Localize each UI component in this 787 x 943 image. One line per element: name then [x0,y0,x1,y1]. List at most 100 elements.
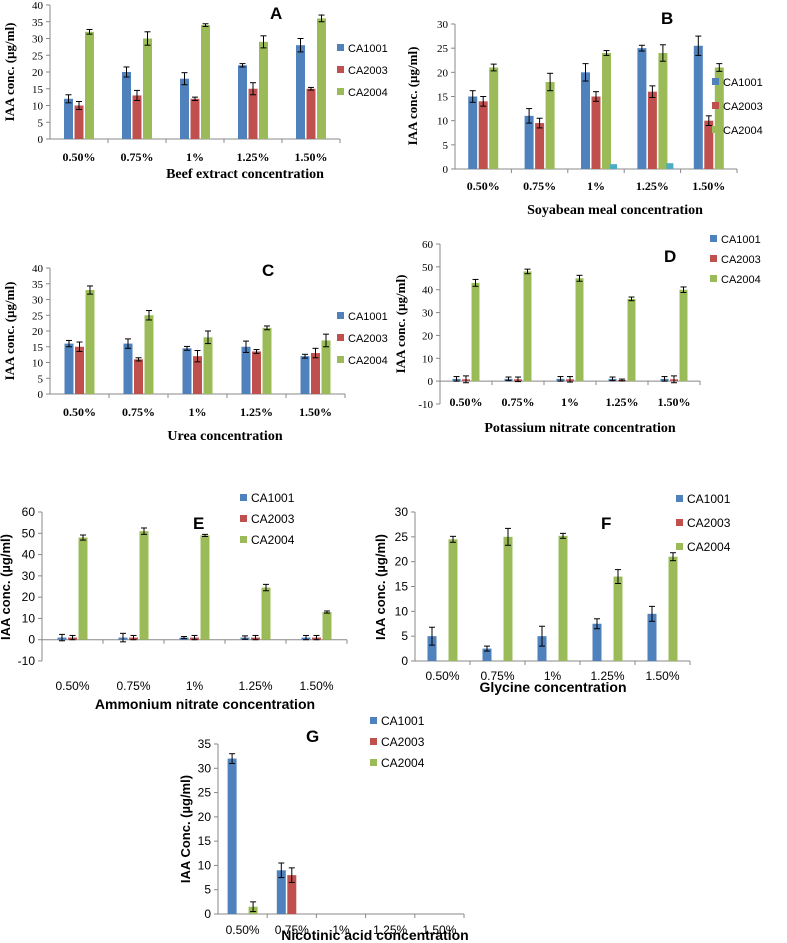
legend-label: CA2003 [687,516,731,530]
y-tick-label: 35 [32,17,44,29]
panel-title: B [661,9,673,28]
y-tick-label: 50 [422,262,434,274]
legend-label: CA2004 [381,756,425,770]
bar-ca2004 [201,25,210,140]
legend-swatch-ca1001 [370,717,377,724]
bar-ca2004 [545,82,555,169]
legend-label: CA1001 [348,43,388,55]
y-tick-label: 0 [28,633,35,647]
legend-swatch-ca2003 [370,738,377,745]
y-tick-label: 5 [443,140,449,152]
y-tick-label: -10 [18,654,36,668]
x-tick-label: 1.25% [590,669,624,683]
legend-swatch-ca1001 [710,235,717,242]
x-axis-title: Soyabean meal concentration [527,203,703,218]
y-tick-label: 20 [437,67,449,79]
bar-ca2003 [535,123,545,169]
y-tick-label: 15 [437,92,449,104]
bar-ca2003 [311,353,320,394]
bar-ca2003 [74,105,84,139]
legend-swatch-ca2004 [676,543,683,550]
x-tick-label: 1.50% [299,405,332,419]
x-axis-title: Glycine concentration [479,679,626,695]
x-tick-label: 1.25% [636,179,669,193]
y-tick-label: 0 [401,654,408,668]
chart-panel-f: 0 5 10 15 20 25 30 0.50% 0.75% 1% 1.25% 1.50% F Glyci… [373,492,731,695]
x-tick-label: 0.50% [226,923,260,937]
bar-ca2004 [200,535,210,640]
y-tick-label: 50 [22,526,36,540]
x-tick-label: 0.75% [116,679,150,693]
bar-ca1001 [123,343,133,394]
bar-ca2004 [85,31,94,139]
bar-ca2004 [203,337,213,394]
legend-swatch-ca2004 [712,126,719,133]
x-axis-title: Potassium nitrate concentration [484,421,676,436]
y-tick-label: 5 [38,373,44,385]
bar-ca1001 [238,65,247,139]
x-tick-label: 0.75% [122,405,155,419]
legend-label: CA2003 [723,101,763,113]
x-axis-title: Beef extract concentration [166,167,324,182]
x-tick-label: 0.50% [425,669,459,683]
bar-ca2003 [132,95,142,139]
bar-ca1001 [524,115,534,169]
bar-ca1001 [592,623,602,661]
bar-ca2003 [591,96,601,169]
bar-ca1001 [227,758,237,914]
bar-ca2003 [248,88,258,139]
legend-swatch-ca2004 [337,356,344,363]
panel-title: G [306,727,319,746]
y-tick-label: 20 [198,810,212,824]
bar-ca1001 [427,636,437,661]
y-tick-label: 0 [443,164,449,176]
x-tick-label: 1.25% [606,395,639,409]
x-axis-title: Nicotinic acid concentration [281,927,468,943]
chart-panel-c: 0 5 10 15 20 25 30 35 40 0.50% 0.75% 1% 1.25% 1.50% C U… [2,261,388,444]
x-tick-label: 0.75% [275,923,309,937]
legend-swatch-ca2003 [337,66,344,73]
y-tick-label: 25 [395,530,409,544]
y-tick-label: -10 [418,399,433,411]
bar-ca2004 [259,41,268,139]
x-tick-label: 1.25% [240,405,273,419]
y-tick-label: 10 [22,611,36,625]
x-tick-label: 0.75% [523,179,556,193]
y-tick-label: 40 [22,548,36,562]
x-tick-label: 0.75% [480,669,514,683]
y-tick-label: 30 [422,308,434,320]
legend-label: CA2004 [348,355,388,367]
legend-label: CA2003 [721,254,761,266]
legend-label: CA1001 [251,491,295,505]
legend-swatch-ca2003 [240,515,247,522]
x-tick-label: 1% [186,150,204,164]
legend-swatch-ca2003 [712,102,719,109]
x-tick-label: 1% [587,179,605,193]
bar-ca1001 [693,45,703,169]
legend-label: CA2004 [251,533,295,547]
x-axis-title: Urea concentration [167,429,282,444]
y-tick-label: 10 [422,353,434,365]
legend-label: CA2003 [348,65,388,77]
x-axis-title: Ammonium nitrate concentration [95,696,315,712]
bar-ca2004 [613,576,623,661]
y-tick-label: 30 [198,761,212,775]
bar-ca1001 [182,348,192,394]
bar-ca2003 [306,88,316,139]
chart-panel-e: -10 0 10 20 30 40 50 60 0.50% 0.75% 1% 1.25% 1.50% E A… [0,491,348,712]
x-tick-label: 1.50% [295,150,328,164]
bar-ca2004 [668,556,678,661]
y-tick-label: 5 [204,883,211,897]
bar-ca1001 [276,870,286,914]
bar-ca2003 [190,98,200,139]
bar-ca2003 [134,359,143,394]
y-tick-label: 40 [422,285,434,297]
y-tick-label: 5 [401,629,408,643]
stray-bar [666,163,674,169]
legend-swatch-ca2003 [337,334,344,341]
x-tick-label: 1.50% [692,179,725,193]
bar-ca2004 [322,612,332,640]
legend-label: CA1001 [381,714,425,728]
y-tick-label: 15 [32,84,44,96]
